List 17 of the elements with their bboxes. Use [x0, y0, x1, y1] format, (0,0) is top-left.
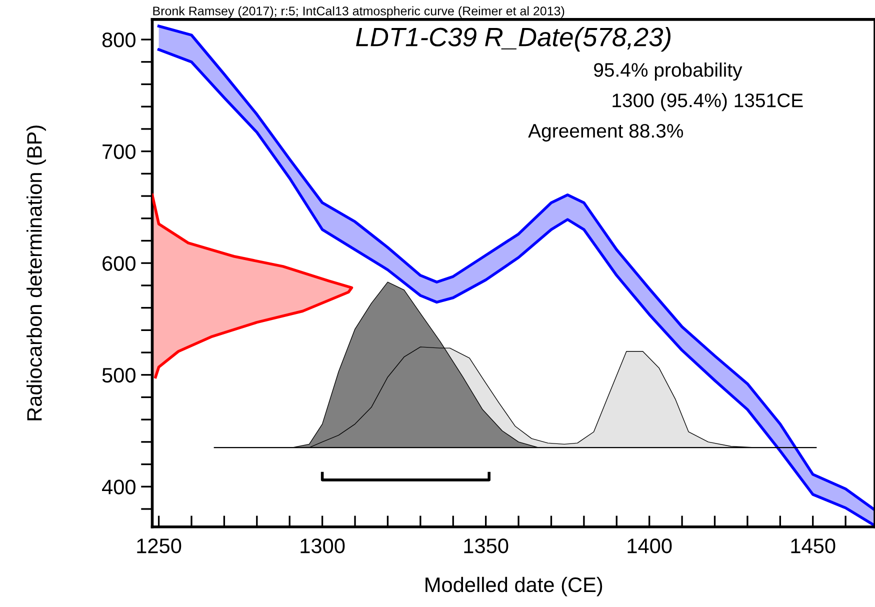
- x-tick-label: 1300: [300, 538, 345, 554]
- x-tick-label: 1350: [464, 538, 508, 554]
- x-axis-title: Modelled date (CE): [426, 576, 602, 596]
- annotation: Agreement 88.3%: [528, 124, 684, 142]
- y-tick-label: 800: [102, 32, 136, 48]
- x-tick-label: 1250: [137, 538, 182, 554]
- annotation: 95.4% probability: [594, 62, 742, 81]
- annotation: 1300 (95.4%) 1351CE: [612, 93, 803, 112]
- x-tick-label: 1450: [791, 538, 836, 554]
- y-tick-label: 600: [102, 256, 136, 271]
- y-axis-title: Radiocarbon determination (BP): [26, 126, 46, 420]
- x-tick-label: 1400: [628, 538, 672, 554]
- y-tick-label: 400: [102, 480, 136, 494]
- y-tick-label: 700: [102, 144, 136, 160]
- y-tick-label: 500: [102, 368, 136, 383]
- text: Bronk Ramsey (2017); r:5; IntCal13 atmospheric curve (Reimer et al 2013): [153, 6, 564, 18]
- chart-title: LDT1-C39 R_Date(578,23): [356, 27, 670, 52]
